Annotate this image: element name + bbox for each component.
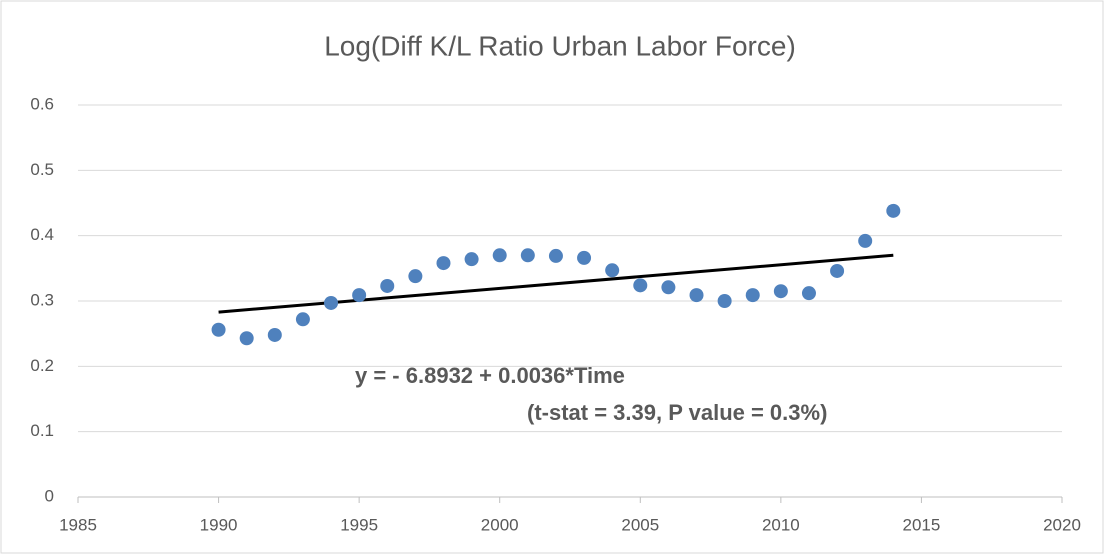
- chart-title: Log(Diff K/L Ratio Urban Labor Force): [324, 30, 796, 61]
- x-tick-label: 1990: [200, 515, 238, 534]
- point: [886, 203, 901, 218]
- point: [830, 263, 845, 278]
- point: [858, 233, 873, 248]
- point: [605, 263, 620, 278]
- point: [689, 288, 704, 303]
- annotation: (t-stat = 3.39, P value = 0.3%): [527, 400, 827, 425]
- x-tick-label: 2015: [903, 515, 941, 534]
- x-tick-label: 2000: [481, 515, 519, 534]
- point: [633, 278, 648, 293]
- y-tick-label: 0.5: [30, 160, 54, 179]
- x-tick-label: 2010: [762, 515, 800, 534]
- x-tick-label: 1985: [59, 515, 97, 534]
- point: [324, 295, 339, 310]
- y-tick-label: 0.3: [30, 290, 54, 309]
- y-tick-label: 0: [45, 486, 54, 505]
- point: [464, 252, 479, 267]
- x-tick-label: 1995: [340, 515, 378, 534]
- point: [352, 288, 367, 303]
- point: [211, 322, 226, 337]
- point: [380, 278, 395, 293]
- point: [717, 294, 732, 308]
- point: [492, 248, 507, 263]
- point: [801, 286, 816, 301]
- point: [745, 288, 760, 303]
- point: [267, 327, 282, 342]
- annotation: y = - 6.8932 + 0.0036*Time: [355, 363, 625, 388]
- point: [436, 256, 451, 271]
- y-tick-label: 0.2: [30, 356, 54, 375]
- y-tick-label: 0.4: [30, 225, 54, 244]
- point: [773, 284, 788, 299]
- y-tick-label: 0.6: [30, 94, 54, 113]
- point: [408, 269, 423, 284]
- y-tick-label: 0.1: [30, 421, 54, 440]
- point: [661, 280, 676, 295]
- x-tick-label: 2020: [1043, 515, 1081, 534]
- point: [520, 248, 535, 263]
- point: [295, 312, 310, 327]
- point: [577, 250, 592, 265]
- x-tick-label: 2005: [621, 515, 659, 534]
- point: [548, 248, 563, 263]
- point: [239, 331, 254, 346]
